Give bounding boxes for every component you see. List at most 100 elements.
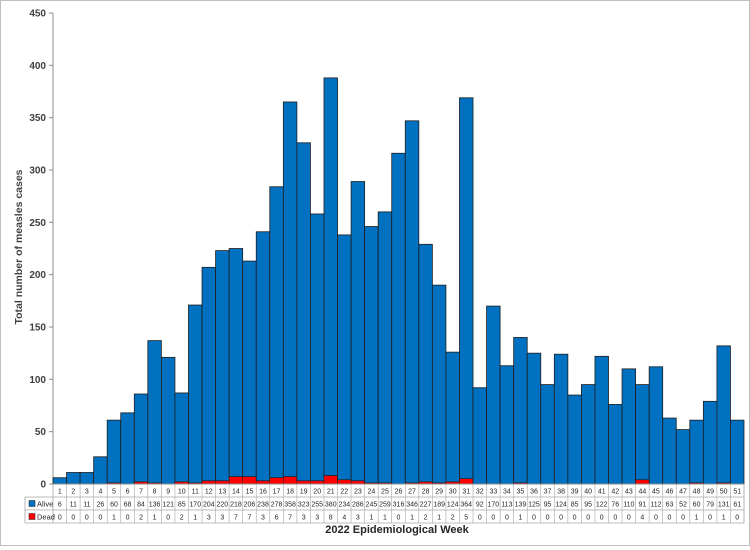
table-cell-alive: 204 <box>203 502 215 509</box>
x-tick-label: 26 <box>395 489 403 496</box>
y-tick-label: 50 <box>35 427 47 438</box>
bar-alive <box>160 356 176 485</box>
bar-alive <box>459 97 474 480</box>
x-tick-label: 50 <box>720 489 728 496</box>
table-cell-dead: 1 <box>369 515 373 522</box>
bar-alive <box>445 351 460 483</box>
table-cell-dead: 7 <box>288 515 292 522</box>
table-cell-dead: 1 <box>153 515 157 522</box>
table-cell-dead: 1 <box>695 515 699 522</box>
bar-alive <box>269 186 284 479</box>
bar-alive <box>255 231 271 482</box>
table-cell-alive: 60 <box>693 502 701 509</box>
x-tick-label: 35 <box>517 489 525 496</box>
x-tick-label: 15 <box>246 489 254 496</box>
bar-alive <box>66 472 81 485</box>
bar-alive <box>242 260 257 478</box>
table-cell-dead: 0 <box>126 515 130 522</box>
bar-alive <box>147 340 162 484</box>
table-cell-alive: 170 <box>487 502 499 509</box>
x-tick-label: 38 <box>557 489 565 496</box>
table-cell-dead: 1 <box>518 515 522 522</box>
x-tick-label: 11 <box>192 489 199 496</box>
bar-dead <box>635 479 650 485</box>
x-tick-label: 23 <box>354 489 362 496</box>
bar-alive <box>79 472 95 485</box>
table-cell-dead: 0 <box>58 515 62 522</box>
table-cell-dead: 3 <box>261 515 265 522</box>
x-axis-label: 2022 Epidemiological Week <box>325 524 469 536</box>
bar-alive <box>93 456 108 485</box>
x-tick-label: 24 <box>368 489 376 496</box>
table-cell-alive: 11 <box>70 502 77 509</box>
table-cell-alive: 358 <box>284 502 296 509</box>
x-tick-label: 51 <box>733 489 741 496</box>
table-cell-alive: 113 <box>501 502 512 509</box>
x-tick-label: 10 <box>178 489 186 496</box>
bar-alive <box>675 429 691 485</box>
bar-alive <box>513 337 528 484</box>
legend-key-alive <box>28 500 36 507</box>
bar-alive <box>377 211 393 484</box>
y-tick-label: 0 <box>40 480 46 491</box>
x-tick-label: 21 <box>327 489 335 496</box>
bar-dead <box>337 479 352 485</box>
table-cell-alive: 380 <box>325 502 337 509</box>
table-cell-alive: 323 <box>298 502 310 509</box>
x-tick-label: 36 <box>530 489 538 496</box>
table-cell-alive: 26 <box>97 502 105 509</box>
bar-alive <box>282 101 298 478</box>
x-tick-label: 18 <box>286 489 294 496</box>
x-tick-label: 41 <box>598 489 606 496</box>
table-cell-dead: 3 <box>356 515 360 522</box>
table-cell-alive: 125 <box>528 502 540 509</box>
legend-label-alive: Alive <box>37 500 53 509</box>
bar-dead <box>228 476 243 485</box>
table-cell-dead: 0 <box>668 515 672 522</box>
table-cell-dead: 7 <box>234 515 238 522</box>
table-cell-alive: 85 <box>178 502 186 509</box>
table-cell-dead: 0 <box>478 515 482 522</box>
bar-alive <box>553 353 569 485</box>
bar-alive <box>662 417 677 485</box>
table-cell-dead: 4 <box>640 515 644 522</box>
bar-alive <box>689 419 704 484</box>
table-cell-alive: 131 <box>718 502 730 509</box>
table-cell-dead: 2 <box>180 515 184 522</box>
table-cell-dead: 0 <box>708 515 712 522</box>
data-table: AliveDead1602110311042605601668078428136… <box>24 484 745 524</box>
x-tick-label: 14 <box>232 489 240 496</box>
table-cell-alive: 255 <box>311 502 323 509</box>
table-cell-dead: 2 <box>139 515 143 522</box>
table-cell-alive: 61 <box>733 502 741 509</box>
y-tick-label: 150 <box>29 323 46 334</box>
table-cell-dead: 0 <box>532 515 536 522</box>
x-tick-label: 39 <box>571 489 579 496</box>
x-tick-label: 47 <box>679 489 687 496</box>
y-tick-label: 300 <box>29 166 46 177</box>
bar-alive <box>296 142 311 482</box>
bar-alive <box>648 366 664 485</box>
bar-alive <box>120 412 135 485</box>
x-tick-label: 30 <box>449 489 457 496</box>
table-cell-dead: 5 <box>464 515 468 522</box>
table-cell-alive: 218 <box>230 502 242 509</box>
table-cell-dead: 0 <box>654 515 658 522</box>
bar-alive <box>716 345 731 484</box>
bar-alive <box>391 152 406 485</box>
table-cell-dead: 4 <box>342 515 346 522</box>
legend-key-dead <box>28 513 36 520</box>
table-cell-alive: 52 <box>679 502 687 509</box>
table-cell-dead: 0 <box>505 515 509 522</box>
table-cell-alive: 286 <box>352 502 364 509</box>
table-cell-alive: 121 <box>162 502 174 509</box>
x-tick-label: 22 <box>340 489 348 496</box>
table-cell-alive: 6 <box>58 502 62 509</box>
x-tick-label: 7 <box>139 489 143 496</box>
y-tick-label: 250 <box>29 218 46 229</box>
table-cell-dead: 0 <box>397 515 401 522</box>
bar-alive <box>730 419 745 485</box>
table-cell-alive: 112 <box>650 502 661 509</box>
